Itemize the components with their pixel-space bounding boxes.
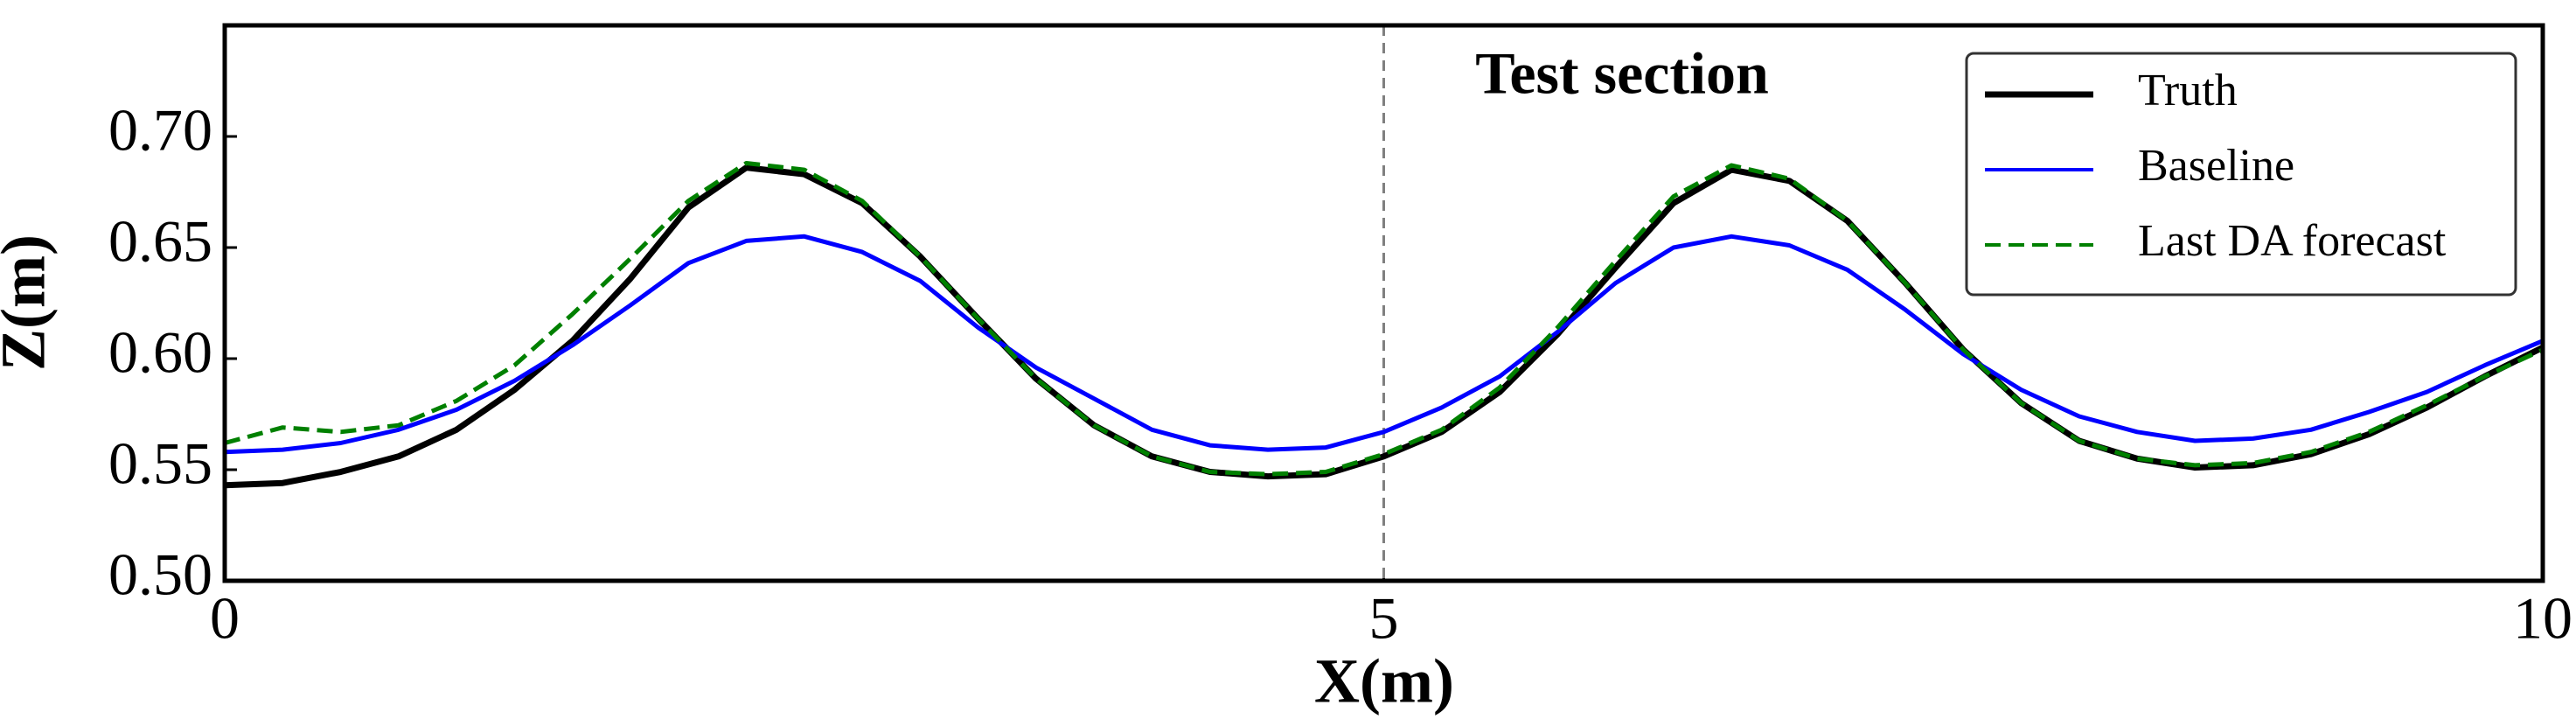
x-tick-label: 5 [1369,585,1399,652]
legend-label: Truth [2138,66,2238,115]
series-line [224,164,2545,489]
y-tick-label: 0.55 [108,430,212,497]
y-axis-label: Z(m) [0,234,59,371]
series-line [224,161,2545,477]
y-tick-label: 0.65 [108,208,212,275]
x-tick-label: 10 [2513,585,2573,652]
x-tick-label: 0 [210,585,240,652]
legend-box [1965,52,2517,297]
annotation: Test section [1475,40,1769,107]
legend-label: Baseline [2138,141,2294,191]
y-tick-label: 0.50 [108,541,212,608]
series-line [224,234,2544,455]
plot-frame [222,23,2545,583]
y-tick-label: 0.70 [108,97,212,164]
x-axis-label: X(m) [1314,646,1454,716]
legend-label: Last DA forecast [2138,216,2447,266]
y-tick-label: 0.60 [108,319,212,386]
